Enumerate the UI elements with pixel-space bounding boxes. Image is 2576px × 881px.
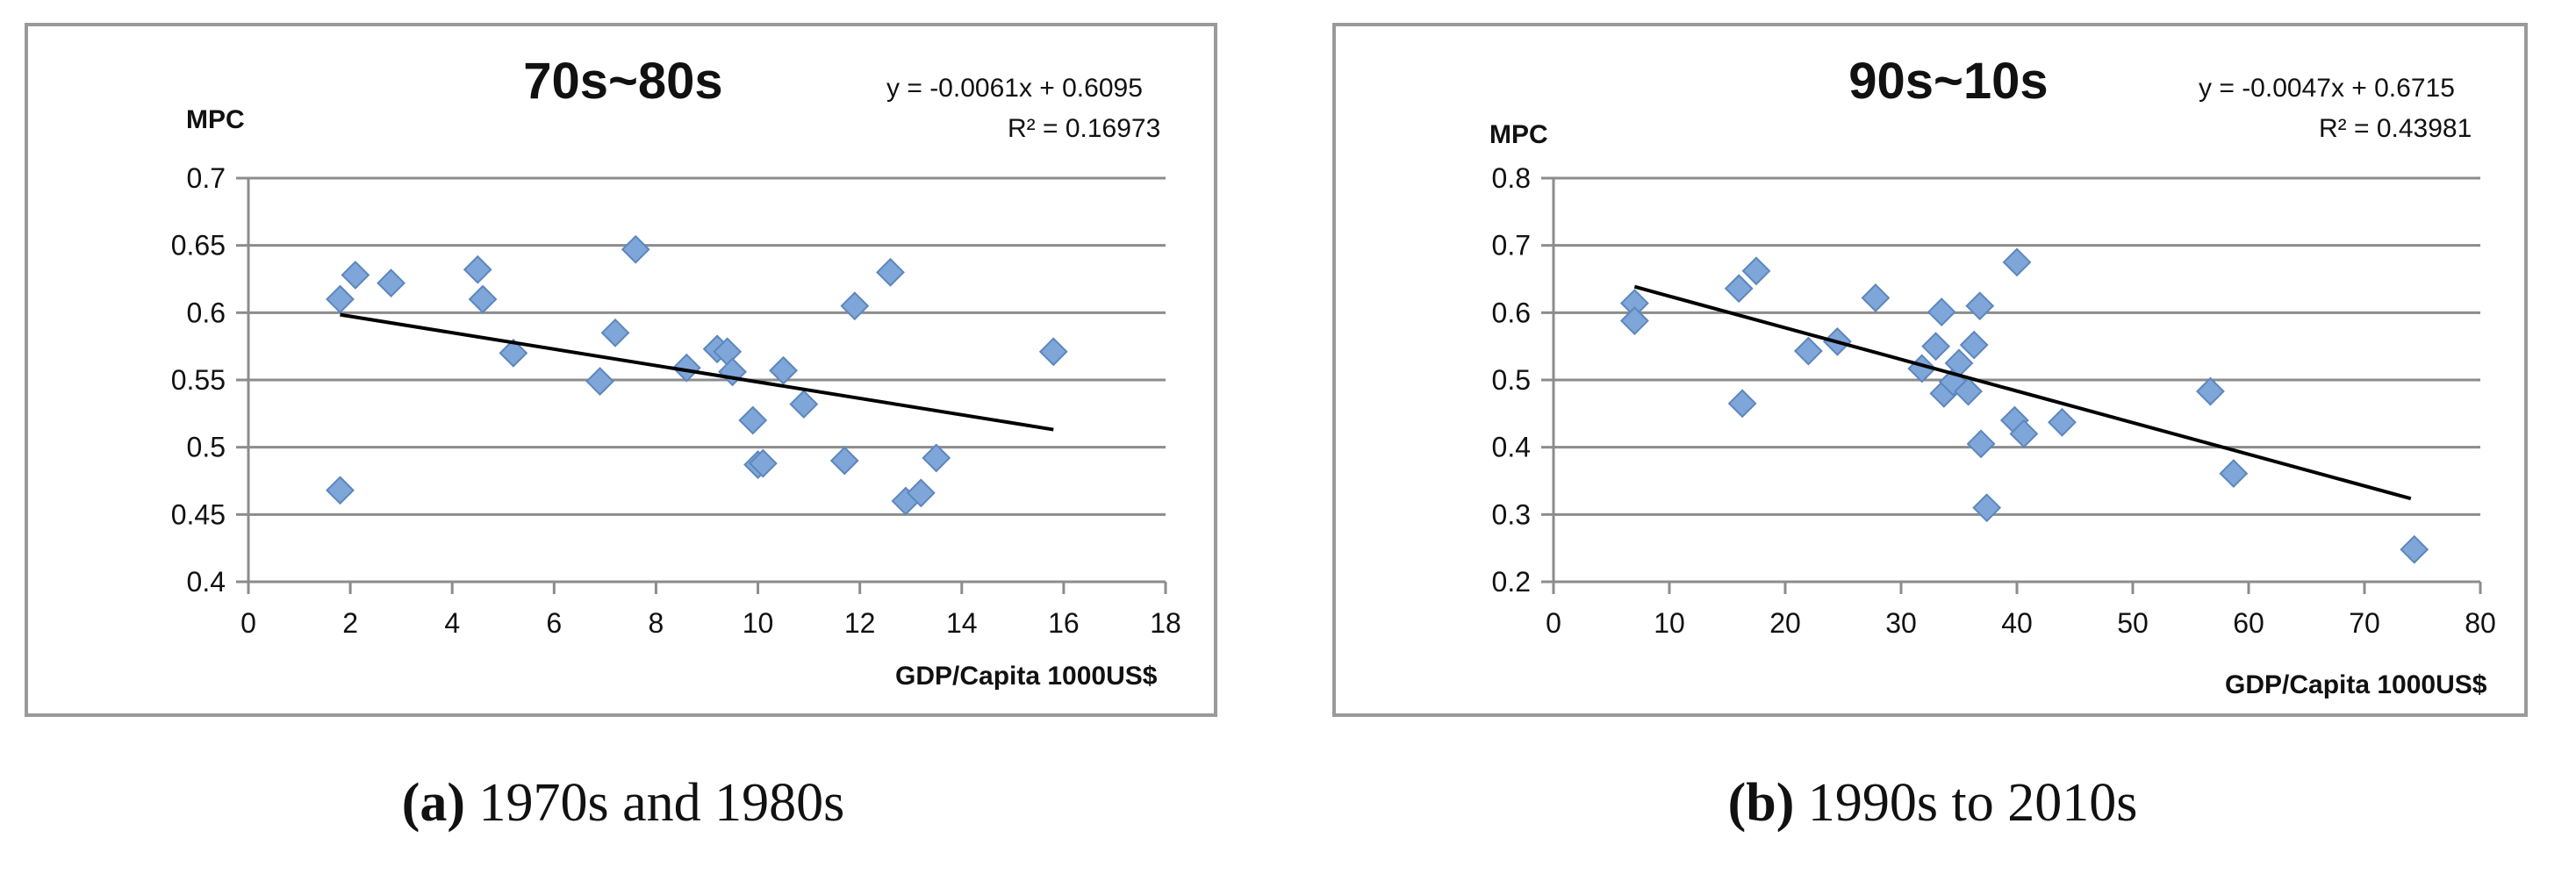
data-point-a-17 [769,355,798,385]
caption-b-text: 1990s to 2010s [1807,773,2138,833]
data-point-b-21 [2009,419,2039,448]
y-tick-label-b-4: 0.6 [1492,297,1531,328]
data-point-a-20 [840,291,870,321]
caption-a-label: (a) [401,773,465,833]
trend-equation-b: y = -0.0047x + 0.6715 [2199,74,2455,103]
data-point-a-2 [377,269,405,298]
data-point-b-16 [1965,291,1995,321]
caption-b: (b) 1990s to 2010s [1318,772,2547,834]
data-point-a-24 [922,443,951,473]
scatter-chart-a: 0.4 0.45 0.5 0.55 0.6 0.65 0.7 0 2 4 6 8 10 12 14 16 18 7… [25,23,1217,717]
x-axis-label-b: GDP/Capita 1000US$ [2225,670,2487,699]
x-tick-label-a-3: 6 [546,607,562,639]
x-tick-label-b-5: 50 [2117,607,2149,639]
data-point-a-16 [748,448,778,478]
data-point-b-10 [1927,297,1956,326]
x-tick-label-a-8: 16 [1048,607,1080,639]
x-axis-label-a: GDP/Capita 1000US$ [895,662,1158,691]
data-point-b-23 [2196,376,2225,406]
x-tick-label-a-5: 10 [743,607,774,639]
y-tick-label-a-4: 0.6 [187,297,226,328]
caption-a-text: 1970s and 1980s [478,773,845,833]
chart-title-b: 90s~10s [1848,53,2048,110]
r-squared-a: R² = 0.16973 [1008,114,1160,143]
data-point-a-25 [1038,337,1068,367]
data-point-b-24 [2219,459,2249,488]
data-point-a-0 [326,284,355,314]
data-point-a-7 [585,367,614,396]
y-tick-label-b-3: 0.5 [1492,364,1531,396]
data-point-a-9 [621,234,650,264]
data-point-b-17 [1966,429,1996,459]
trendline-b [1633,284,2412,501]
x-tick-label-b-6: 60 [2233,607,2264,639]
x-tick-label-a-4: 8 [649,607,664,639]
data-point-b-14 [1954,376,1983,406]
data-point-a-18 [789,390,819,419]
data-point-b-4 [1727,389,1757,419]
data-point-b-7 [1861,283,1891,312]
x-tick-label-b-4: 40 [2001,607,2033,639]
caption-a: (a) 1970s and 1980s [9,772,1238,834]
x-tick-label-a-9: 18 [1150,607,1181,639]
x-tick-label-b-0: 0 [1546,607,1561,639]
data-point-b-18 [1972,493,2002,523]
y-tick-label-a-2: 0.5 [187,432,226,463]
x-tick-label-a-1: 2 [342,607,358,639]
data-point-b-3 [1741,256,1771,286]
y-tick-label-b-1: 0.3 [1492,498,1531,530]
data-point-a-10 [671,353,701,383]
data-point-a-3 [326,476,355,505]
chart-panel-a: 0.4 0.45 0.5 0.55 0.6 0.65 0.7 0 2 4 6 8 10 12 14 16 18 7… [9,0,1290,881]
data-point-b-5 [1793,336,1823,366]
y-tick-label-a-1: 0.45 [171,498,226,530]
x-tick-label-b-2: 20 [1769,607,1801,639]
x-tick-label-a-7: 14 [946,607,978,639]
x-tick-label-b-1: 10 [1654,607,1685,639]
y-tick-label-a-3: 0.55 [171,364,226,396]
x-tick-label-a-0: 0 [240,607,256,639]
data-point-a-19 [829,446,859,476]
chart-title-a: 70s~80s [523,53,722,110]
trend-equation-a: y = -0.0061x + 0.6095 [886,74,1143,103]
caption-b-label: (b) [1727,773,1795,833]
y-tick-label-b-5: 0.7 [1492,230,1531,261]
data-point-b-2 [1724,274,1754,304]
data-point-b-25 [2400,534,2429,564]
data-point-a-14 [738,405,768,435]
data-point-b-15 [1959,330,1989,360]
x-tick-label-b-7: 70 [2349,607,2380,639]
data-point-a-21 [876,257,905,287]
data-point-a-23 [906,478,936,508]
chart-panel-b: 0.2 0.3 0.4 0.5 0.6 0.7 0.8 0 10 20 30 40 50 60 70 80 90… [1317,0,2576,881]
y-axis-label-b: MPC [1489,120,1548,149]
y-tick-label-b-2: 0.4 [1492,432,1531,463]
data-point-a-4 [463,254,492,284]
data-point-b-9 [1921,332,1951,362]
x-tick-label-a-2: 4 [444,607,460,639]
x-tick-label-a-6: 12 [844,607,876,639]
scatter-chart-b: 0.2 0.3 0.4 0.5 0.6 0.7 0.8 0 10 20 30 40 50 60 70 80 90… [1332,23,2528,717]
data-point-a-8 [600,318,630,347]
data-point-b-1 [1619,306,1649,335]
trendline-a [340,312,1054,432]
y-tick-label-a-5: 0.65 [171,230,226,261]
data-point-b-22 [2048,407,2077,437]
chart-frame-a [25,23,1217,717]
x-tick-label-b-8: 80 [2465,607,2496,639]
data-point-a-1 [341,260,370,290]
data-point-b-19 [2002,247,2032,277]
r-squared-b: R² = 0.43981 [2319,114,2472,143]
x-tick-label-b-3: 30 [1885,607,1917,639]
y-tick-label-b-0: 0.2 [1492,566,1531,598]
y-axis-label-a: MPC [186,105,245,134]
data-point-a-6 [499,338,528,368]
y-tick-label-b-6: 0.8 [1492,162,1531,194]
data-point-a-5 [468,284,498,314]
y-tick-label-a-0: 0.4 [187,566,226,598]
y-tick-label-a-6: 0.7 [187,162,226,194]
